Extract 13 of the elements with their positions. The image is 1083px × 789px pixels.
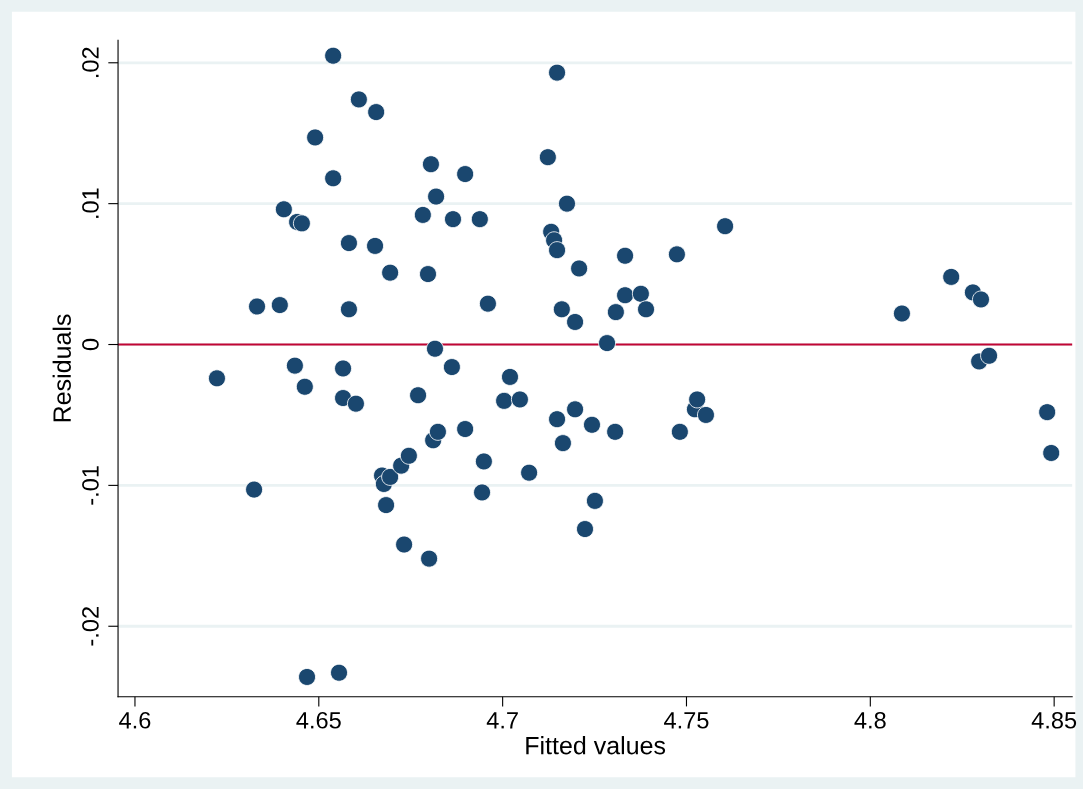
y-tick-label: -.01 — [82, 466, 99, 505]
y-tick-label: 0 — [82, 338, 99, 351]
x-tick-label: 4.75 — [664, 712, 709, 729]
y-tick-label: .01 — [82, 188, 99, 218]
y-tick-label: -.02 — [82, 607, 99, 646]
x-tick-label: 4.6 — [119, 711, 151, 729]
y-tick-label: .02 — [82, 47, 99, 78]
x-tick-label: 4.7 — [486, 712, 518, 729]
y-axis-title: Residuals — [52, 314, 71, 422]
x-tick-label: 4.8 — [854, 711, 886, 729]
x-tick-label: 4.85 — [1031, 711, 1077, 729]
x-axis-title: Fitted values — [526, 736, 666, 755]
x-tick-label: 4.65 — [296, 711, 341, 729]
